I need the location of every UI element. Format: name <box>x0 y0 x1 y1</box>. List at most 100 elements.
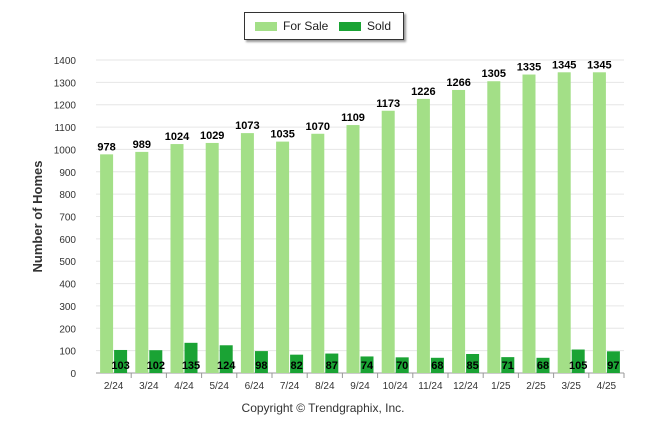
data-label-sold: 103 <box>111 360 129 372</box>
data-label-for-sale: 1035 <box>270 129 294 141</box>
bar-for-sale <box>135 151 149 373</box>
y-tick-label: 900 <box>59 168 76 179</box>
bar-sold <box>219 345 233 373</box>
legend-swatch-sold <box>339 21 361 31</box>
bar-sold <box>466 353 480 373</box>
bar-for-sale <box>170 144 184 373</box>
data-label-sold: 97 <box>607 360 619 372</box>
data-label-sold: 98 <box>255 360 267 372</box>
legend-label-sold: Sold <box>367 19 392 33</box>
y-tick-label: 300 <box>59 302 76 313</box>
y-tick-label: 1300 <box>54 78 77 89</box>
copyright-text: Copyright © Trendgraphix, Inc. <box>241 401 405 415</box>
x-tick-label: 3/25 <box>561 381 581 392</box>
data-label-sold: 74 <box>361 360 374 372</box>
bar-sold <box>571 349 585 373</box>
y-tick-label: 400 <box>59 280 76 291</box>
bar-for-sale <box>311 133 325 373</box>
data-label-sold: 124 <box>217 360 236 372</box>
y-tick-label: 1400 <box>54 56 77 67</box>
x-tick-label: 6/24 <box>245 381 265 392</box>
bar-for-sale <box>100 154 114 373</box>
data-label-for-sale: 1266 <box>446 77 470 89</box>
bar-sold <box>430 357 444 373</box>
bar-sold <box>501 357 515 373</box>
x-tick-label: 1/25 <box>491 381 511 392</box>
y-axis-label: Number of Homes <box>30 161 45 273</box>
bar-sold <box>395 357 409 373</box>
bar-for-sale <box>522 74 536 374</box>
bar-sold <box>536 357 550 373</box>
bar-for-sale <box>416 98 430 373</box>
data-label-for-sale: 1029 <box>200 130 224 142</box>
x-tick-label: 9/24 <box>350 381 370 392</box>
data-label-for-sale: 1109 <box>341 112 365 124</box>
x-tick-label: 4/24 <box>174 381 194 392</box>
data-label-sold: 102 <box>147 360 165 372</box>
bar-for-sale <box>346 125 360 373</box>
bar-sold <box>114 349 128 373</box>
data-label-for-sale: 1070 <box>306 121 330 133</box>
bar-for-sale <box>381 110 395 373</box>
bar-for-sale <box>240 133 254 373</box>
legend-item-for-sale: For Sale <box>255 19 328 33</box>
y-tick-label: 1200 <box>54 101 77 112</box>
data-label-sold: 70 <box>396 360 408 372</box>
bar-for-sale <box>487 81 501 373</box>
bar-sold <box>325 353 339 373</box>
data-label-for-sale: 1173 <box>376 98 400 110</box>
x-tick-label: 2/24 <box>104 381 124 392</box>
bar-sold <box>360 356 374 373</box>
legend-swatch-for-sale <box>255 21 277 31</box>
x-tick-label: 4/25 <box>597 381 617 392</box>
data-label-sold: 85 <box>466 360 478 372</box>
data-label-for-sale: 1073 <box>235 120 259 132</box>
data-label-sold: 105 <box>569 360 587 372</box>
legend-label-for-sale: For Sale <box>283 19 329 33</box>
x-tick-label: 8/24 <box>315 381 335 392</box>
bar-for-sale <box>276 141 290 373</box>
y-tick-label: 700 <box>59 213 76 224</box>
bar-sold <box>184 342 198 373</box>
x-tick-label: 2/25 <box>526 381 546 392</box>
data-label-for-sale: 1024 <box>165 131 190 143</box>
y-tick-label: 800 <box>59 190 76 201</box>
bar-sold <box>290 354 304 373</box>
y-tick-label: 600 <box>59 235 76 246</box>
x-tick-label: 12/24 <box>453 381 478 392</box>
bar-for-sale <box>452 89 466 374</box>
data-label-for-sale: 1335 <box>517 62 541 74</box>
legend-item-sold: Sold <box>339 19 391 33</box>
x-tick-label: 10/24 <box>383 381 408 392</box>
data-label-sold: 68 <box>431 360 443 372</box>
y-tick-label: 0 <box>70 369 76 380</box>
data-label-for-sale: 1305 <box>482 68 506 80</box>
y-tick-label: 200 <box>59 324 76 335</box>
bar-for-sale <box>592 72 606 374</box>
x-tick-label: 7/24 <box>280 381 300 392</box>
data-label-sold: 82 <box>290 360 302 372</box>
y-tick-label: 1000 <box>54 145 77 156</box>
y-tick-label: 500 <box>59 257 76 268</box>
data-label-for-sale: 989 <box>133 139 151 151</box>
data-label-for-sale: 1345 <box>552 59 576 71</box>
y-tick-label: 1100 <box>54 123 76 134</box>
y-tick-label: 100 <box>59 347 76 358</box>
data-label-for-sale: 1345 <box>587 59 611 71</box>
data-label-sold: 135 <box>182 360 200 372</box>
bar-sold <box>254 351 268 373</box>
data-label-for-sale: 978 <box>97 141 115 153</box>
bar-for-sale <box>557 72 571 374</box>
x-tick-label: 11/24 <box>418 381 443 392</box>
data-label-for-sale: 1226 <box>411 86 435 98</box>
bar-sold <box>606 351 620 373</box>
x-tick-label: 3/24 <box>139 381 159 392</box>
data-label-sold: 68 <box>537 360 549 372</box>
data-label-sold: 87 <box>326 360 338 372</box>
data-label-sold: 71 <box>502 360 514 372</box>
chart-legend: For Sale Sold <box>244 12 404 40</box>
x-tick-label: 5/24 <box>209 381 229 392</box>
bar-for-sale <box>205 142 219 373</box>
bar-sold <box>149 350 163 373</box>
